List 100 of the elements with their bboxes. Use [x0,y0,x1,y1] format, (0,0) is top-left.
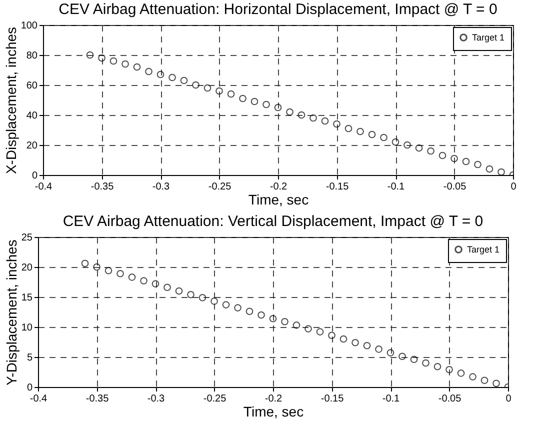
x-tick-label: -0.25 [208,182,232,192]
y-tick-label: 80 [26,50,38,62]
point [462,158,470,166]
point [410,356,418,364]
x-tick-label: -0.2 [270,182,288,192]
x-axis-title: Time, sec [243,404,304,420]
point [286,108,294,116]
x-tick-label: -0.35 [86,394,110,404]
point [486,165,494,173]
point [292,322,300,329]
point [198,294,206,302]
x-tick-label: -0.05 [438,394,462,404]
point [328,332,336,340]
y-tick-label: 20 [21,262,33,274]
point [469,373,476,380]
point [344,124,352,132]
point [446,366,453,374]
y-tick-label: 5 [26,352,33,364]
point [368,130,376,138]
y-tick-label: 40 [26,110,38,122]
y-tick-label: 100 [20,20,38,32]
point [427,147,434,155]
x-tick-label: -0.25 [203,394,227,404]
y-tick-label: 0 [32,170,38,182]
y-tick-label: 25 [21,232,33,244]
point [474,160,482,168]
point [234,304,242,312]
point [398,352,406,360]
point [392,138,400,146]
point [310,114,317,122]
x-tick-label: -0.15 [326,182,350,192]
point [81,260,89,268]
point [140,277,148,284]
point [258,311,265,319]
point [356,128,364,136]
point [316,328,324,336]
point [175,287,183,295]
point [380,134,388,142]
point [352,338,359,346]
point [133,63,141,71]
x-tick-label: 0 [510,182,517,192]
point [457,370,465,377]
point [122,60,129,68]
point [321,117,329,125]
point [438,152,446,160]
point [404,141,411,149]
point [210,298,218,305]
point [145,68,152,76]
point [116,270,124,278]
point [93,263,100,271]
x-tick-label: -0.4 [34,182,53,192]
point [274,104,282,112]
point [86,51,94,59]
point [480,376,488,384]
x-tick-label: -0.15 [320,394,344,404]
point [128,274,136,281]
x-tick-label: 0 [506,394,512,404]
point [164,284,171,292]
point [333,120,340,128]
point [204,84,212,92]
y-tick-label: 15 [21,292,33,304]
x-tick-label: -0.2 [264,394,283,404]
point [415,144,423,152]
point [340,335,348,343]
chart-title: CEV Airbag Attenuation: Horizontal Displacement, Impact @ T = 0 [58,1,498,18]
point [434,362,442,370]
x-tick-label: -0.1 [382,394,400,404]
point [281,318,288,326]
point [168,74,176,82]
point [222,301,230,308]
legend-label: Target 1 [467,244,500,254]
point [375,346,382,353]
point [104,266,112,274]
x-tick-label: -0.4 [30,394,48,404]
y-tick-label: 10 [21,322,33,334]
x-tick-label: -0.3 [147,394,166,404]
point [156,70,164,78]
y-tick-label: 20 [26,140,38,152]
point [246,308,254,316]
x-tick-label: -0.05 [443,182,467,192]
legend-label: Target 1 [472,32,505,42]
point [187,290,194,298]
point [450,154,458,162]
point [269,314,277,322]
x-tick-label: -0.35 [90,182,114,192]
point [250,98,258,106]
y-tick-label: 0 [26,382,33,394]
x-tick-label: -0.1 [387,182,406,192]
point [262,100,270,108]
point [298,111,306,119]
chart-title: CEV Airbag Attenuation: Vertical Displacement, Impact @ T = 0 [62,213,484,230]
point [498,168,505,175]
point [422,359,430,367]
y-axis-title: Y-Displacement, inches [3,240,20,386]
point [110,57,118,65]
point [386,349,394,356]
point [180,76,188,84]
x-axis-title: Time, sec [248,192,309,208]
point [98,54,106,62]
point [304,325,312,332]
